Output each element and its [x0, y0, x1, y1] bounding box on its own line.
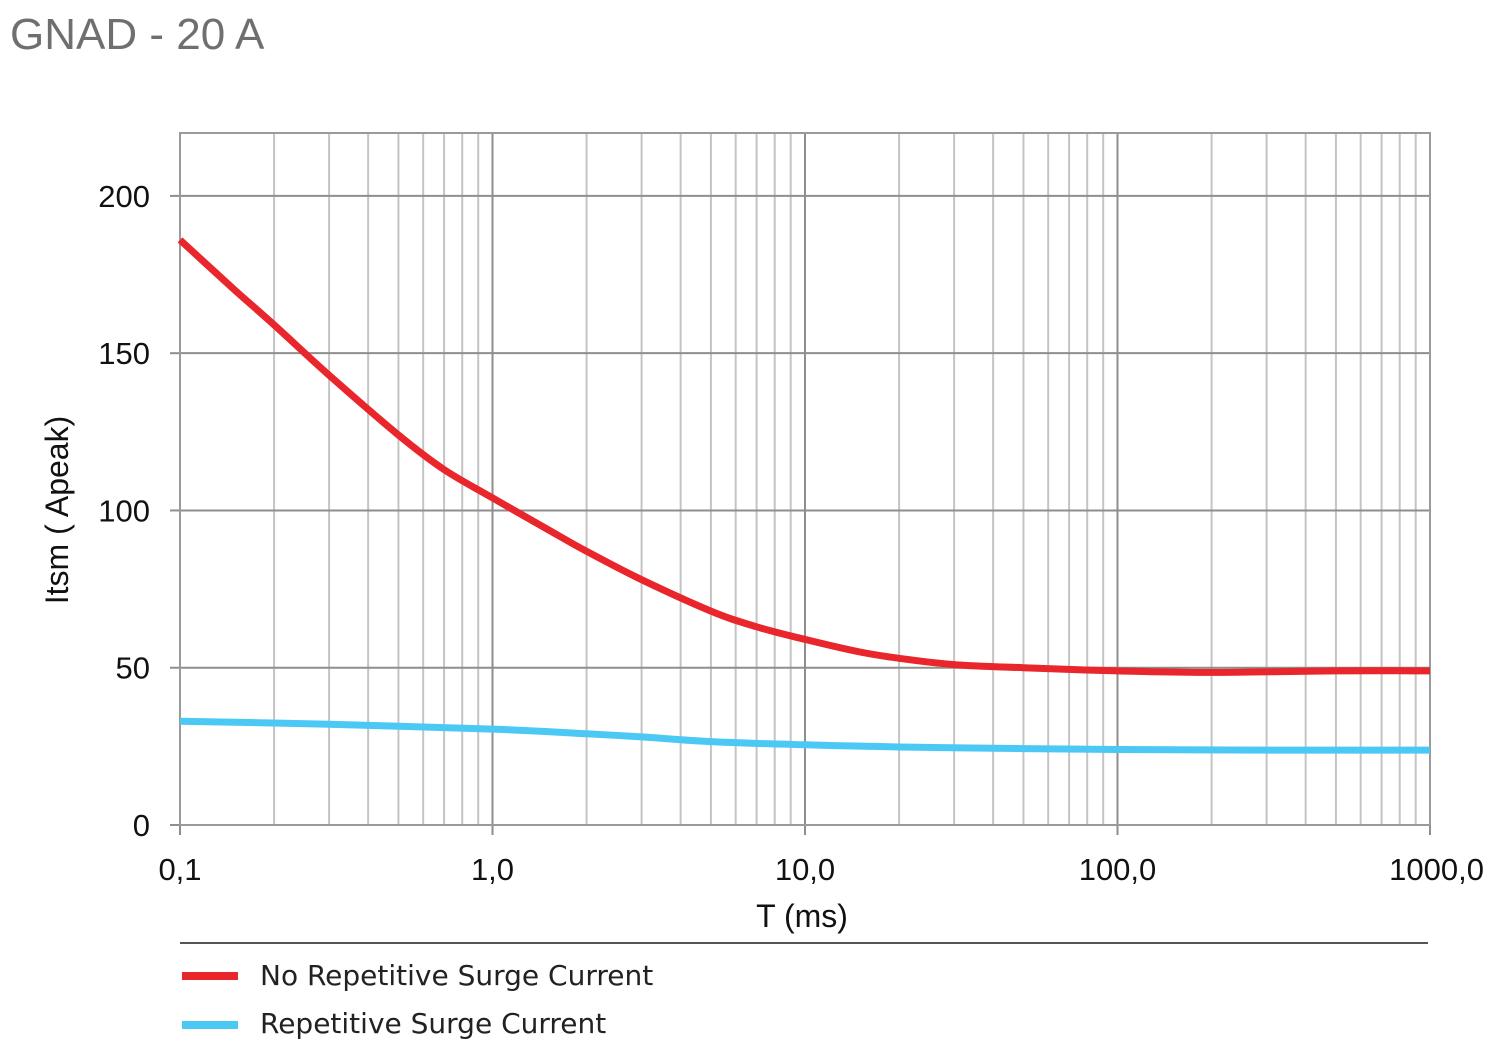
- x-tick-label: 10,0: [775, 852, 835, 887]
- legend-label-repetitive: Repetitive Surge Current: [260, 1007, 606, 1040]
- y-tick-label: 200: [98, 179, 150, 214]
- x-tick-label: 100,0: [1079, 852, 1157, 887]
- x-tick-label: 1000,0: [1389, 852, 1484, 887]
- y-tick-labels: 0 50 100 150 200: [98, 179, 150, 843]
- x-tick-label: 0,1: [158, 852, 201, 887]
- x-tick-labels: 0,1 1,0 10,0 100,0 1000,0: [158, 852, 1484, 887]
- y-tick-label: 100: [98, 493, 150, 528]
- legend-label-no-repetitive: No Repetitive Surge Current: [260, 959, 653, 992]
- chart-title: GNAD - 20 A: [10, 10, 265, 59]
- plot-frame: [179, 132, 1431, 826]
- series-line-no-repetitive: [177, 237, 1431, 676]
- series-line-repetitive: [179, 717, 1431, 754]
- series-layer: [177, 237, 1431, 754]
- y-tick-label: 150: [98, 336, 150, 371]
- y-tick-label: 0: [133, 808, 150, 843]
- x-axis-title: T (ms): [756, 898, 848, 934]
- x-tick-label: 1,0: [471, 852, 514, 887]
- y-tick-label: 50: [116, 651, 150, 686]
- y-axis-title: Itsm ( Apeak): [39, 416, 75, 605]
- legend: No Repetitive Surge Current Repetitive S…: [182, 959, 653, 1040]
